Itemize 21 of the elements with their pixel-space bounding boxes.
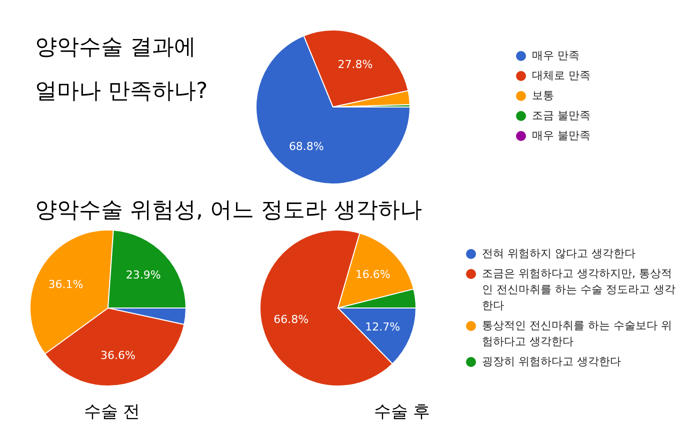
legend-label: 조금 불만족: [532, 108, 590, 124]
chart-title: 양악수술 위험성, 어느 정도라 생각하나: [35, 197, 422, 225]
data-label: 36.1%: [48, 278, 84, 292]
legend-label: 조금은 위험하다고 생각하지만, 통상적인 전신마취를 하는 수술 정도라고 생각한다: [482, 266, 676, 314]
legend-label: 매우 만족: [532, 48, 580, 64]
data-label: 66.8%: [274, 313, 309, 326]
legend-label: 전혀 위험하지 않다고 생각한다: [482, 246, 636, 262]
text: 수술 후: [372, 401, 432, 423]
legend-label: 보통: [532, 88, 554, 104]
legend-label: 대체로 만족: [532, 68, 590, 84]
data-label: 12.7%: [365, 320, 400, 334]
data-label: 27.8%: [338, 58, 373, 72]
legend-label: 굉장히 위험하다고 생각한다: [482, 354, 621, 370]
text: 수술 전: [82, 401, 142, 423]
text: 양악수술 결과에 얼마나 만족하나?: [35, 34, 208, 106]
legend-label: 매우 불만족: [532, 128, 590, 144]
data-label: 68.8%: [288, 140, 324, 154]
data-label: 23.9%: [126, 268, 161, 282]
legend-label: 통상적인 전신마취를 하는 수술보다 위험하다고 생각한다: [482, 318, 673, 350]
data-label: 36.6%: [100, 348, 136, 362]
data-label: 16.6%: [355, 268, 390, 281]
